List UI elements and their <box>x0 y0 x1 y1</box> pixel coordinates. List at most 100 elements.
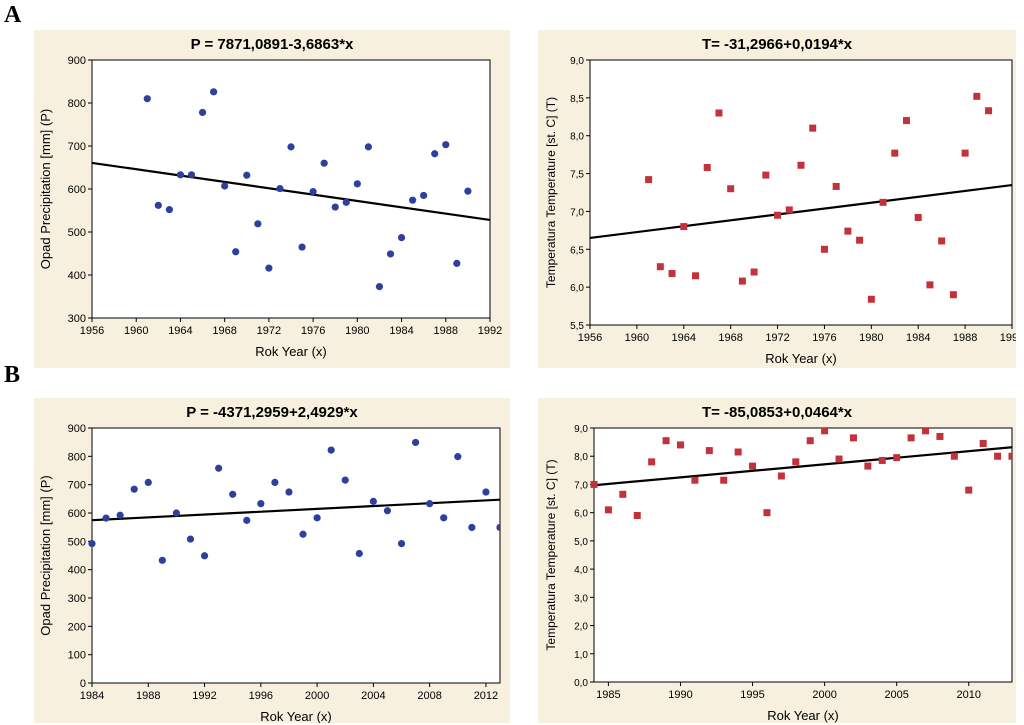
data-point <box>353 180 361 188</box>
data-point <box>774 211 782 219</box>
y-tick-label: 900 <box>68 55 86 67</box>
chart-svg: 1956 1960 1964 1968 1972 1976 1980 1984 1988 1992… <box>544 56 1016 366</box>
data-point <box>994 452 1002 460</box>
precipitation-chart-a: P = 7871,0891-3,6863*x 1956 1960 1964 1968 1… <box>34 30 510 368</box>
data-point <box>879 198 887 206</box>
data-point <box>309 187 317 196</box>
x-tick-label: 1996 <box>249 690 273 702</box>
regression-line <box>589 183 1012 240</box>
x-axis-label: Rok Year (x) <box>767 708 839 723</box>
data-point <box>88 540 96 548</box>
y-tick-label: 500 <box>68 536 86 548</box>
data-point <box>431 150 439 158</box>
y-tick-label: 900 <box>68 423 86 435</box>
plot-area <box>589 59 1013 326</box>
data-point <box>703 164 711 172</box>
data-point <box>411 438 420 447</box>
data-point <box>907 434 915 442</box>
data-point <box>215 464 223 472</box>
data-point <box>763 509 771 517</box>
y-tick-label: 7,0 <box>574 480 588 491</box>
data-point <box>864 462 872 470</box>
marks-group <box>88 438 500 564</box>
y-tick-label: 800 <box>68 451 86 463</box>
data-point <box>656 263 664 271</box>
data-point <box>903 117 910 125</box>
data-point <box>961 149 969 157</box>
x-tick-label: 1988 <box>136 690 160 702</box>
data-point <box>645 176 653 184</box>
x-tick-label: 1985 <box>596 689 620 701</box>
precipitation-chart-b: P = -4371,2959+2,4929*x 1984 1988 1992 1996… <box>34 398 510 723</box>
data-point <box>692 272 699 280</box>
data-point <box>821 428 829 435</box>
x-tick-label: 1990 <box>668 689 692 701</box>
marks-group <box>589 92 1012 303</box>
data-point <box>442 141 450 149</box>
data-point <box>386 250 395 258</box>
data-point <box>369 497 377 505</box>
plot-area <box>91 59 491 319</box>
x-tick-label: 1980 <box>859 332 883 344</box>
data-point <box>705 447 713 455</box>
data-point <box>1008 452 1012 460</box>
x-tick-label: 2010 <box>957 689 981 701</box>
data-point <box>734 448 742 456</box>
data-point <box>715 109 723 117</box>
data-point <box>482 488 490 496</box>
data-point <box>341 476 349 484</box>
y-tick-label: 300 <box>68 313 86 325</box>
y-tick-label: 6,0 <box>570 283 584 294</box>
y-axis-label: Temperatura Temperature [st. C] (T) <box>544 97 558 288</box>
y-tick-label: 8,5 <box>570 94 584 105</box>
data-point <box>144 478 152 486</box>
plot-area <box>593 427 1013 683</box>
data-point <box>187 171 196 179</box>
data-point <box>738 277 746 285</box>
data-point <box>375 283 384 291</box>
data-point <box>313 514 321 522</box>
x-axis-label: Rok Year (x) <box>260 709 332 723</box>
data-point <box>285 488 293 496</box>
data-point <box>820 245 828 253</box>
x-tick-label: 1984 <box>906 332 930 344</box>
data-point <box>633 511 641 519</box>
y-tick-label: 4,0 <box>574 565 588 576</box>
data-point <box>950 452 958 460</box>
data-point <box>914 213 922 221</box>
data-point <box>750 268 758 276</box>
data-point <box>938 237 946 245</box>
x-tick-label: 1988 <box>953 332 977 344</box>
data-point <box>979 440 987 448</box>
temperature-chart-a: T= -31,2966+0,0194*x 1956 1960 1964 1968 197… <box>538 30 1016 368</box>
chart-title: P = -4371,2959+2,4929*x <box>186 404 358 421</box>
data-point <box>254 220 262 228</box>
x-tick-label: 1995 <box>740 689 764 701</box>
x-tick-label: 1980 <box>345 325 369 337</box>
x-axis-label: Rok Year (x) <box>255 344 327 359</box>
y-tick-label: 9,0 <box>574 424 588 435</box>
data-point <box>210 88 218 96</box>
y-tick-label: 7,5 <box>570 170 584 181</box>
y-tick-label: 3,0 <box>574 593 588 604</box>
data-point <box>440 514 448 522</box>
data-point <box>320 159 328 167</box>
x-tick-label: 2008 <box>417 690 441 702</box>
chart-title: P = 7871,0891-3,6863*x <box>190 36 354 53</box>
data-point <box>973 92 981 100</box>
data-point <box>271 478 279 486</box>
data-point <box>454 453 462 461</box>
x-tick-label: 1984 <box>389 325 413 337</box>
data-point <box>130 485 138 493</box>
y-tick-label: 700 <box>68 141 86 153</box>
data-point <box>949 291 957 299</box>
temperature-chart-b: T= -85,0853+0,0464*x 1985 1990 1995 2000 200… <box>538 398 1016 723</box>
section-label-a: A <box>4 2 22 28</box>
data-point <box>777 472 785 480</box>
x-tick-label: 1972 <box>765 332 789 344</box>
data-point <box>154 201 162 209</box>
x-tick-label: 2000 <box>812 689 836 701</box>
y-tick-label: 7,0 <box>570 207 584 218</box>
data-point <box>257 500 265 508</box>
data-point <box>409 196 417 204</box>
